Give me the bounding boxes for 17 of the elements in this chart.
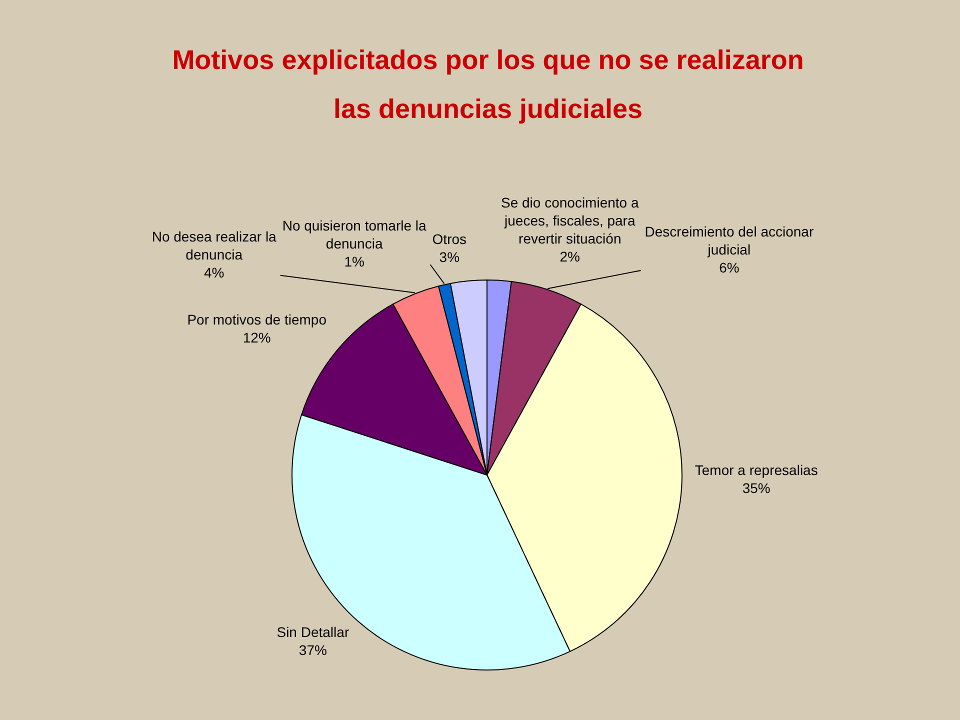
data-label: 2% [560,248,580,264]
slice-label: Temor a represalias [694,462,818,478]
data-label: 12% [242,330,271,346]
slice-label: No desea realizar la denuncia [152,228,277,262]
slice-label: Otros [432,231,467,247]
slice-label: Descreimiento del accionar judicial [644,223,814,258]
slice-label: No quisieron tomarle la denuncia [282,218,426,252]
data-label: 6% [719,259,740,276]
data-label: 1% [344,254,364,270]
slice-label: Sin Detallar [276,624,350,640]
data-label: 4% [204,264,224,280]
slice-label: Se dio conocimiento a jueces, fiscales, para revertir situación [500,194,639,246]
data-label: 35% [742,480,770,496]
data-label: 3% [439,249,460,265]
data-label: 37% [298,642,327,658]
slice-label: Por motivos de tiempo [187,312,327,328]
chart-title: Motivos explicitados por los que no se realizaron las denuncias judiciales [172,45,804,124]
